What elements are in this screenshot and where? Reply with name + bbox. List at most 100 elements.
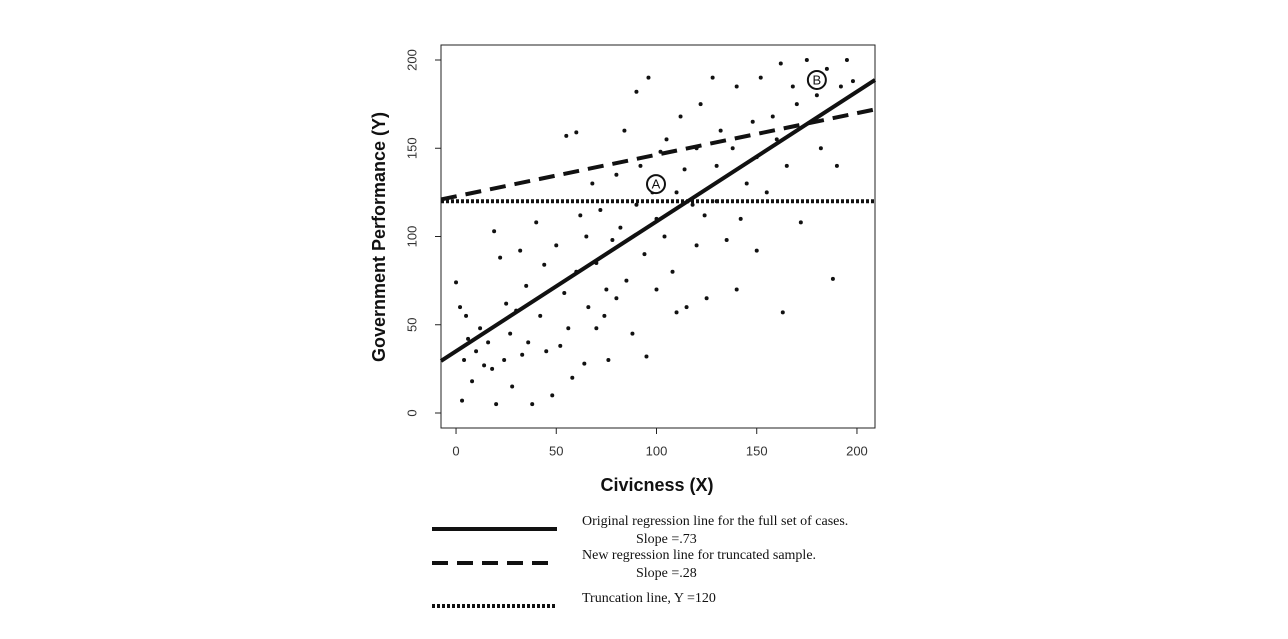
point [606, 358, 611, 363]
point [734, 287, 739, 292]
point [818, 146, 823, 151]
point [470, 379, 475, 384]
point [798, 220, 803, 225]
point [574, 130, 579, 135]
point [794, 102, 799, 107]
point [504, 301, 509, 306]
point [564, 133, 569, 138]
point [510, 384, 515, 389]
annotation-ring [806, 69, 827, 90]
point [524, 283, 529, 288]
legend-label: New regression line for truncated sample… [582, 548, 816, 563]
point [474, 349, 479, 354]
point [790, 84, 795, 89]
point [670, 269, 675, 274]
point [526, 340, 531, 345]
point [494, 402, 499, 407]
point [634, 202, 639, 207]
point [550, 393, 555, 398]
point [838, 84, 843, 89]
point [646, 75, 651, 80]
legend-label: Original regression line for the full se… [582, 514, 848, 529]
point [678, 114, 683, 119]
point [850, 79, 855, 84]
point [508, 331, 513, 336]
point [758, 75, 763, 80]
point [518, 248, 523, 253]
point [780, 310, 785, 315]
x-tick-label: 0 [452, 443, 459, 458]
point [724, 238, 729, 243]
plot-frame [440, 44, 876, 429]
point [530, 402, 535, 407]
point [674, 190, 679, 195]
point [562, 290, 567, 295]
legend-note: Slope =.73 [636, 532, 697, 547]
point [586, 305, 591, 310]
x-tick-label: 100 [646, 443, 668, 458]
point [644, 354, 649, 359]
point [492, 229, 497, 234]
regression-line [439, 78, 877, 363]
point [490, 366, 495, 371]
point [844, 58, 849, 63]
point [754, 248, 759, 253]
point [582, 361, 587, 366]
annotation-ring [645, 174, 666, 195]
point [520, 352, 525, 357]
point [764, 190, 769, 195]
point [638, 163, 643, 168]
x-tick-label: 200 [846, 443, 868, 458]
legend-note: Slope =.28 [636, 566, 697, 581]
point [578, 213, 583, 218]
point [498, 255, 503, 260]
point [718, 128, 723, 133]
point [784, 163, 789, 168]
point [710, 75, 715, 80]
point [684, 305, 689, 310]
point [538, 313, 543, 318]
point [734, 84, 739, 89]
point [698, 102, 703, 107]
y-tick-label: 0 [404, 409, 419, 416]
point [464, 313, 469, 318]
point [702, 213, 707, 218]
point [544, 349, 549, 354]
point [486, 340, 491, 345]
point [570, 375, 575, 380]
point [454, 280, 459, 285]
annotation-label: A [652, 177, 661, 192]
point [554, 243, 559, 248]
point [460, 398, 465, 403]
point [804, 58, 809, 63]
y-tick-label: 150 [404, 137, 419, 159]
point [778, 61, 783, 66]
point [622, 128, 627, 133]
point [744, 181, 749, 186]
legend-label: Truncation line, Y =120 [582, 591, 716, 606]
point [770, 114, 775, 119]
point [566, 326, 571, 331]
point [830, 276, 835, 281]
annotation-label: B [813, 72, 822, 87]
point [624, 278, 629, 283]
point [534, 220, 539, 225]
point [642, 252, 647, 257]
point [694, 243, 699, 248]
point [602, 313, 607, 318]
point [750, 119, 755, 124]
point [614, 172, 619, 177]
point [630, 331, 635, 336]
point [542, 262, 547, 267]
point [478, 326, 483, 331]
x-tick-label: 50 [549, 443, 563, 458]
point [614, 296, 619, 301]
point [558, 343, 563, 348]
point [730, 146, 735, 151]
y-tick-label: 50 [404, 318, 419, 332]
point [598, 208, 603, 213]
point [814, 93, 819, 98]
point [682, 167, 687, 172]
point [466, 336, 471, 341]
